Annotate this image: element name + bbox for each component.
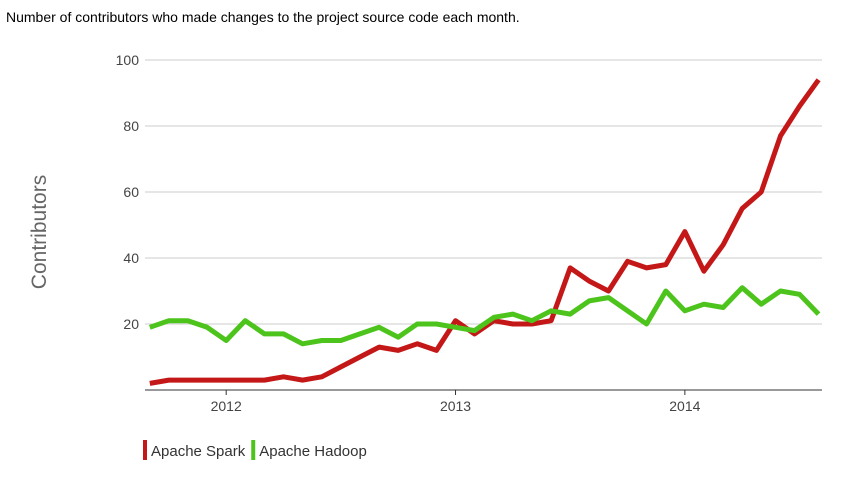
y-axis-label: Contributors — [28, 175, 51, 289]
y-tick-label: 20 — [123, 316, 139, 332]
y-tick-label: 80 — [123, 118, 139, 134]
data-line — [149, 78, 821, 386]
y-tick-label: 40 — [123, 250, 139, 266]
legend-label: Apache Spark — [151, 443, 246, 460]
chart-title: Number of contributors who made changes … — [6, 9, 520, 25]
legend-label: Apache Hadoop — [259, 443, 367, 460]
x-tick-label: 2012 — [211, 398, 242, 414]
x-tick-label: 2013 — [440, 398, 471, 414]
y-tick-label: 100 — [116, 52, 140, 68]
legend-swatch — [143, 440, 147, 460]
data-line — [148, 285, 821, 347]
legend-swatch — [251, 440, 256, 460]
x-tick-label: 2014 — [669, 398, 700, 414]
y-tick-label: 60 — [123, 184, 139, 200]
